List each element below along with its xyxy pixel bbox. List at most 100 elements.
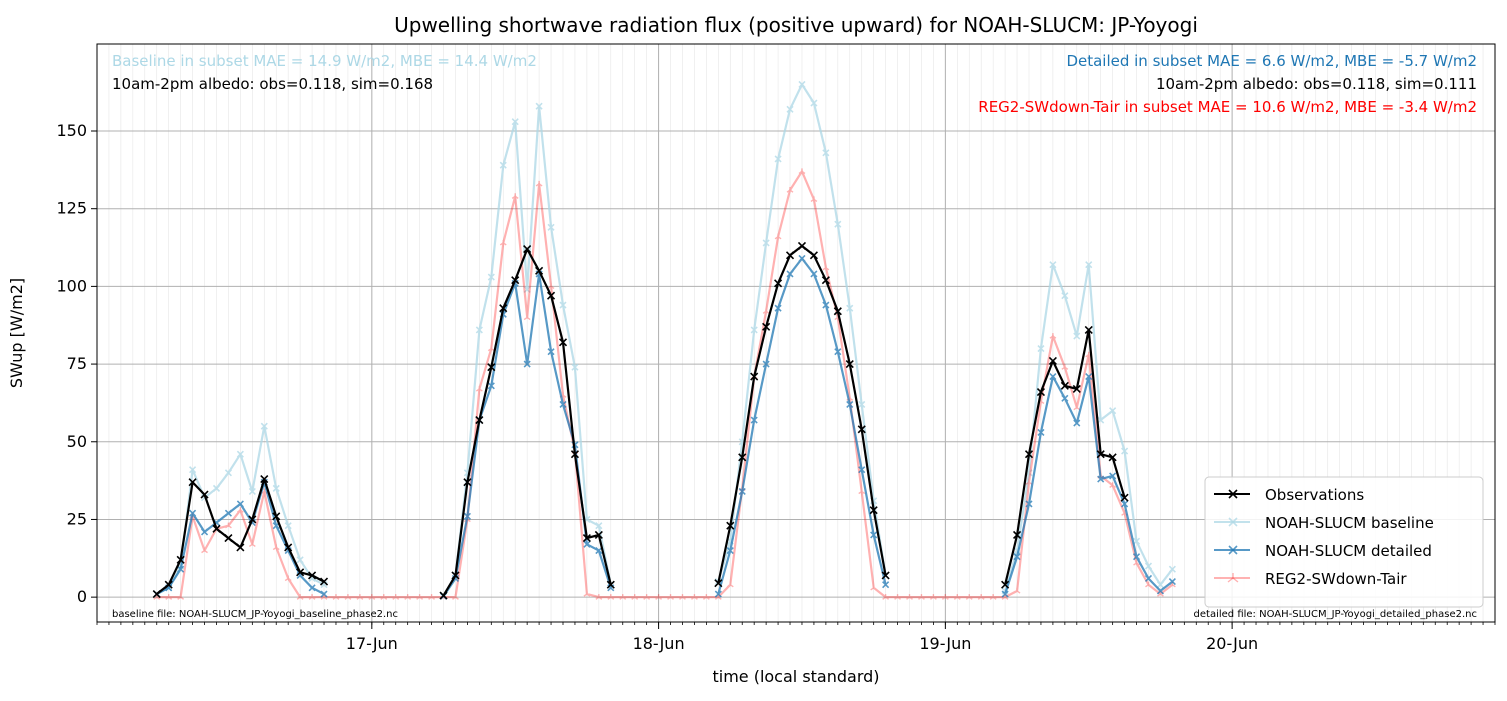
data-point-obs	[1024, 450, 1034, 459]
y-tick-label: 100	[56, 276, 87, 295]
data-point-obs	[475, 415, 484, 425]
data-point-obs	[308, 571, 317, 580]
data-point-detailed	[1144, 574, 1153, 583]
baseline-file-annotation: baseline file: NOAH-SLUCM_JP-Yoyogi_base…	[112, 609, 398, 620]
data-point-baseline	[212, 484, 221, 492]
data-point-obs	[785, 251, 795, 260]
data-point-baseline	[798, 80, 806, 88]
data-point-reg2	[248, 541, 256, 547]
data-point-obs	[726, 521, 735, 530]
grid	[96, 44, 1496, 622]
data-point-reg2	[643, 594, 651, 600]
data-point-obs	[714, 579, 723, 588]
data-point-obs	[296, 568, 305, 577]
data-point-reg2	[810, 196, 818, 203]
data-point-obs	[774, 279, 783, 288]
reg2-stats-annotation: REG2-SWdown-Tair in subset MAE = 10.6 W/…	[978, 98, 1477, 116]
data-point-baseline	[535, 102, 543, 110]
data-point-obs	[606, 580, 615, 589]
data-point-obs	[750, 372, 759, 381]
y-tick-label: 125	[56, 199, 87, 218]
data-point-reg2	[511, 193, 519, 199]
plot-frame	[96, 43, 1496, 623]
x-axis-label: time (local standard)	[712, 667, 879, 686]
data-point-obs	[200, 490, 209, 499]
legend-marker-obs	[1228, 489, 1238, 499]
axes: 17-Jun 18-Jun 19-Jun 20-Jun 0 25 50 75 100 125 150	[56, 121, 1496, 653]
data-point-obs	[164, 580, 173, 589]
data-point-detailed	[463, 512, 471, 520]
data-point-obs	[869, 506, 878, 515]
data-point-obs	[248, 515, 257, 524]
data-point-baseline	[1156, 581, 1165, 589]
data-point-baseline	[224, 469, 233, 477]
data-point-reg2	[918, 594, 925, 600]
legend-label-baseline: NOAH-SLUCM baseline	[1265, 514, 1434, 532]
data-point-obs	[797, 241, 807, 251]
data-point-detailed	[1156, 587, 1165, 595]
data-point-obs	[738, 453, 747, 462]
data-point-reg2	[965, 594, 973, 600]
data-point-obs	[845, 360, 854, 369]
series-layer	[152, 80, 1176, 600]
data-point-obs	[857, 425, 866, 434]
data-point-baseline	[810, 99, 818, 107]
data-point-baseline	[189, 466, 197, 474]
data-point-detailed	[882, 581, 890, 589]
data-point-reg2	[368, 594, 376, 600]
detailed-file-annotation: detailed file: NOAH-SLUCM_JP-Yoyogi_deta…	[1194, 609, 1477, 620]
series-obs	[152, 241, 1129, 600]
data-point-baseline	[858, 400, 866, 409]
data-point-obs	[260, 474, 269, 484]
data-point-detailed	[583, 540, 591, 548]
data-point-reg2	[416, 594, 424, 600]
data-point-reg2	[882, 594, 890, 600]
data-point-baseline	[1085, 261, 1093, 269]
data-point-obs	[499, 304, 508, 313]
data-point-reg2	[619, 594, 627, 600]
data-point-obs	[451, 571, 460, 580]
legend-marker-reg2	[1227, 573, 1239, 583]
data-point-baseline	[834, 220, 842, 228]
detailed-albedo-annotation: 10am-2pm albedo: obs=0.118, sim=0.111	[1156, 75, 1477, 93]
data-point-reg2	[595, 594, 603, 600]
data-point-detailed	[858, 466, 866, 474]
data-point-detailed	[774, 304, 782, 312]
data-point-reg2	[607, 594, 615, 600]
data-point-detailed	[822, 301, 830, 309]
data-point-detailed	[189, 509, 197, 517]
y-tick-label: 50	[67, 432, 87, 451]
data-point-obs	[1072, 384, 1081, 394]
data-point-baseline	[1109, 407, 1117, 415]
data-point-detailed	[595, 546, 603, 555]
data-point-detailed	[1073, 419, 1081, 427]
data-point-baseline	[762, 239, 770, 247]
baseline-albedo-annotation: 10am-2pm albedo: obs=0.118, sim=0.168	[112, 75, 433, 93]
data-point-reg2	[272, 544, 280, 551]
legend-label-obs: Observations	[1265, 486, 1364, 504]
data-point-detailed	[177, 565, 185, 573]
data-point-reg2	[404, 594, 412, 600]
data-point-reg2	[523, 314, 531, 321]
data-point-baseline	[1049, 261, 1057, 269]
data-point-baseline	[547, 223, 555, 231]
data-point-obs	[224, 534, 233, 543]
data-point-detailed	[1132, 553, 1141, 561]
data-point-detailed	[738, 487, 746, 496]
data-point-reg2	[1061, 364, 1069, 370]
data-point-obs	[463, 478, 472, 487]
data-point-reg2	[236, 507, 244, 513]
data-point-reg2	[906, 594, 913, 600]
data-point-obs	[582, 534, 591, 543]
data-point-reg2	[798, 168, 806, 175]
data-point-detailed	[870, 531, 878, 539]
data-point-baseline	[248, 487, 256, 496]
data-point-obs	[762, 322, 771, 331]
data-point-detailed	[320, 590, 328, 598]
data-point-detailed	[786, 270, 794, 278]
data-point-reg2	[380, 594, 388, 600]
data-point-reg2	[177, 594, 185, 600]
x-tick-label: 20-Jun	[1206, 634, 1258, 653]
data-point-reg2	[691, 594, 698, 600]
data-point-reg2	[679, 594, 686, 600]
